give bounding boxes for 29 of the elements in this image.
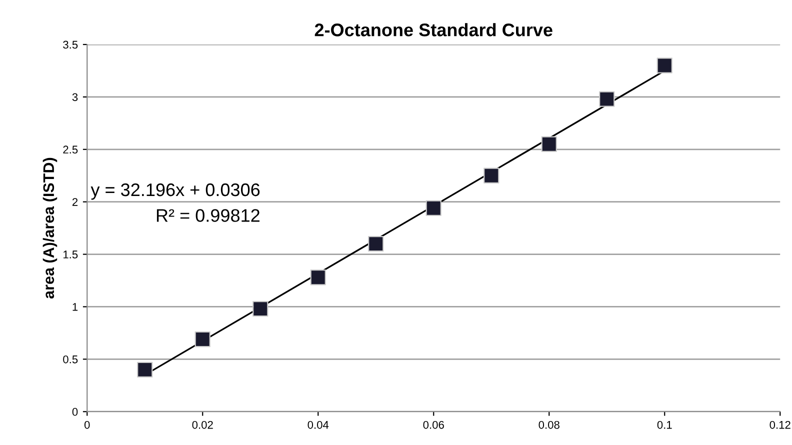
x-tick-label: 0.1 [657, 420, 672, 429]
y-tick-label: 0.5 [63, 355, 78, 364]
point [541, 136, 557, 152]
y-tick-label: 3 [72, 93, 78, 102]
point [484, 168, 500, 184]
point [310, 270, 326, 286]
point [252, 300, 268, 317]
annotation: R² = 0.99812 [156, 209, 260, 222]
y-tick-label: 1.5 [63, 250, 78, 258]
point [656, 58, 672, 74]
x-tick-label: 0.06 [423, 420, 444, 429]
x-tick-label: 0 [84, 420, 90, 429]
x-tick-label: 0.02 [192, 420, 213, 429]
chart-title: 2-Octanone Standard Curve [314, 23, 552, 36]
y-tick-label: 3.5 [63, 40, 78, 49]
point [194, 331, 210, 348]
y-tick-label: 1 [72, 303, 78, 311]
point [368, 236, 384, 252]
y-tick-label: 2 [72, 198, 78, 206]
annotation: y = 32.196x + 0.0306 [90, 183, 260, 200]
x-tick-label: 0.08 [538, 420, 560, 429]
x-tick-label: 0.12 [770, 420, 790, 429]
point [426, 200, 442, 216]
y-tick-label: 2.5 [63, 146, 78, 154]
point [599, 91, 615, 107]
point [137, 362, 153, 378]
y-tick-label: 0 [72, 408, 78, 416]
y-axis-title: area (A)/area (ISTD) [42, 158, 58, 299]
x-tick-label: 0.04 [308, 420, 329, 429]
